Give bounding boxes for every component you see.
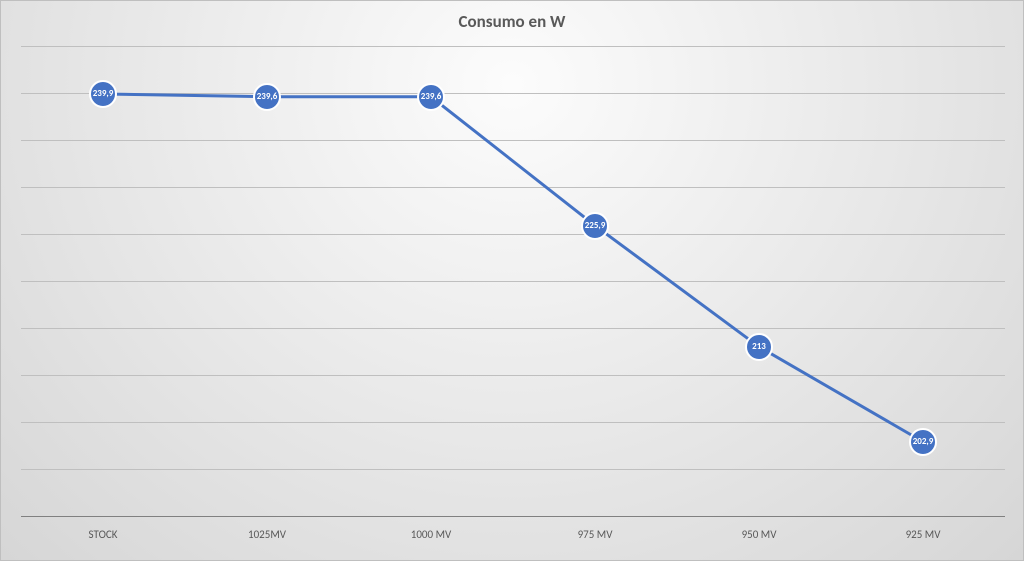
x-axis-label: 950 MV [742, 528, 777, 541]
data-marker: 225,9 [581, 212, 609, 240]
data-marker-label: 239,9 [93, 89, 114, 98]
data-marker: 239,6 [417, 83, 445, 111]
data-marker: 202,9 [909, 428, 937, 456]
line-path [103, 94, 923, 442]
x-axis-label: 1025MV [248, 528, 286, 541]
x-axis-label: STOCK [89, 528, 118, 541]
data-marker-label: 239,6 [421, 92, 442, 101]
x-axis-label: 1000 MV [411, 528, 451, 541]
data-marker: 239,6 [253, 83, 281, 111]
line-chart: Consumo en W STOCK1025MV1000 MV975 MV950… [0, 0, 1024, 561]
line-series [21, 46, 1005, 516]
gridline [21, 516, 1005, 517]
data-marker-label: 202,9 [913, 437, 934, 446]
x-axis-label: 925 MV [906, 528, 941, 541]
plot-area: STOCK1025MV1000 MV975 MV950 MV925 MV239,… [21, 46, 1005, 516]
data-marker: 213 [745, 333, 773, 361]
data-marker: 239,9 [89, 80, 117, 108]
x-axis-label: 975 MV [578, 528, 613, 541]
data-marker-label: 225,9 [585, 221, 606, 230]
data-marker-label: 239,6 [257, 92, 278, 101]
data-marker-label: 213 [752, 342, 766, 351]
chart-title: Consumo en W [1, 11, 1023, 32]
